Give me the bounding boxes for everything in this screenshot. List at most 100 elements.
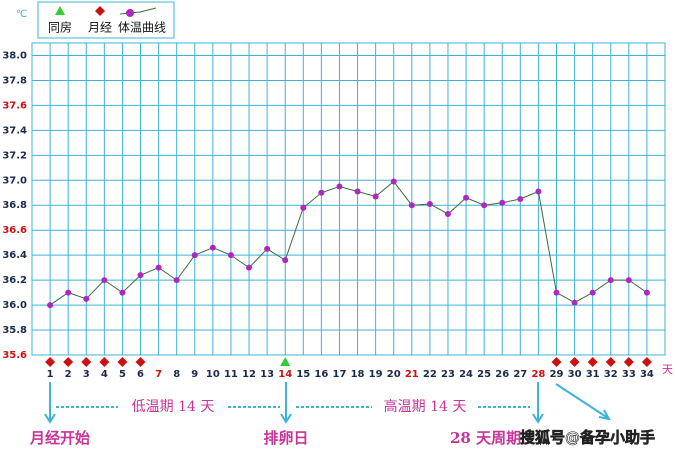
data-point <box>372 193 379 200</box>
ovulation-label: 排卵日 <box>263 429 308 447</box>
x-tick-label: 25 <box>477 369 491 380</box>
x-tick-label: 12 <box>242 369 256 380</box>
data-point <box>571 299 578 306</box>
event-marker <box>551 357 562 367</box>
x-tick-label: 14 <box>278 369 292 380</box>
y-tick-label: 36.0 <box>2 300 27 311</box>
y-tick-label: 36.2 <box>2 275 27 286</box>
data-point <box>553 289 560 296</box>
data-point <box>101 277 108 284</box>
x-tick-label: 30 <box>568 369 582 380</box>
data-point <box>535 188 542 195</box>
x-tick-label: 10 <box>206 369 220 380</box>
event-marker <box>63 357 74 367</box>
event-marker <box>587 357 598 367</box>
data-point <box>607 277 614 284</box>
y-tick-label: 37.8 <box>2 75 27 86</box>
x-tick-label: 6 <box>137 369 144 380</box>
data-point <box>47 302 54 309</box>
data-point <box>318 189 325 196</box>
event-marker <box>99 357 110 367</box>
y-tick-label: 35.6 <box>2 350 27 361</box>
x-tick-label: 22 <box>423 369 437 380</box>
data-point <box>191 252 198 259</box>
event-marker <box>117 357 128 367</box>
event-marker <box>135 357 146 367</box>
data-point <box>119 289 126 296</box>
data-point <box>282 257 289 264</box>
data-point <box>65 289 72 296</box>
x-tick-label: 8 <box>173 369 180 380</box>
x-tick-label: 5 <box>119 369 126 380</box>
x-tick-label: 4 <box>101 369 108 380</box>
data-point <box>209 244 216 251</box>
x-tick-label: 29 <box>550 369 564 380</box>
x-tick-label: 27 <box>513 369 527 380</box>
x-tick-label: 20 <box>387 369 401 380</box>
x-tick-label: 1 <box>47 369 54 380</box>
legend-symbol <box>126 9 134 17</box>
y-unit: ℃ <box>16 9 27 20</box>
data-point <box>227 252 234 259</box>
data-point <box>625 277 632 284</box>
x-tick-label: 21 <box>405 369 419 380</box>
event-marker <box>605 357 616 367</box>
cycle-label: 28 天周期 <box>450 429 521 447</box>
data-point <box>408 202 415 209</box>
data-point <box>354 188 361 195</box>
legend-label: 体温曲线 <box>118 21 166 35</box>
plot-area <box>31 42 666 356</box>
data-point <box>264 245 271 252</box>
data-point <box>499 199 506 206</box>
x-tick-label: 13 <box>260 369 274 380</box>
x-tick-label: 31 <box>586 369 600 380</box>
x-tick-label: 15 <box>296 369 310 380</box>
x-tick-label: 11 <box>224 369 238 380</box>
x-tick-label: 19 <box>369 369 383 380</box>
y-tick-label: 37.6 <box>2 100 27 111</box>
x-tick-label: 18 <box>351 369 365 380</box>
high-phase-label: 高温期 14 天 <box>384 398 467 415</box>
x-tick-label: 32 <box>604 369 618 380</box>
x-tick-label: 33 <box>622 369 636 380</box>
data-point <box>336 183 343 190</box>
x-tick-label: 23 <box>441 369 455 380</box>
legend-symbol <box>55 6 65 15</box>
legend-label: 同房 <box>48 20 72 35</box>
low-phase-label: 低温期 14 天 <box>132 399 215 415</box>
period-start-label: 月经开始 <box>29 429 90 447</box>
y-tick-label: 35.8 <box>2 325 27 336</box>
data-point <box>517 196 524 202</box>
temperature-line <box>49 180 648 306</box>
watermark: 搜狐号@备孕小助手 <box>520 429 655 447</box>
legend-symbol <box>95 6 105 16</box>
data-point <box>390 178 397 185</box>
x-tick-label: 17 <box>332 369 346 380</box>
annotation-arrows <box>44 382 611 424</box>
x-tick-label: 9 <box>191 369 198 380</box>
y-tick-label: 38.0 <box>2 50 27 61</box>
legend-label: 月经 <box>88 21 112 35</box>
event-marker <box>569 357 580 367</box>
data-point <box>589 289 596 296</box>
x-tick-label: 24 <box>459 369 473 380</box>
data-point <box>155 264 162 271</box>
x-tick-label: 28 <box>531 369 545 380</box>
y-tick-label: 36.8 <box>2 200 27 211</box>
x-tick-label: 26 <box>495 369 509 380</box>
y-tick-label: 37.4 <box>2 125 27 136</box>
event-marker <box>641 357 652 367</box>
data-point <box>173 277 180 284</box>
event-marker <box>45 357 56 367</box>
data-point <box>137 272 144 279</box>
x-tick-label: 7 <box>155 369 162 380</box>
x-unit: 天 <box>662 363 673 376</box>
data-point <box>643 289 650 296</box>
data-point <box>246 264 253 271</box>
event-marker <box>81 357 92 367</box>
x-tick-label: 2 <box>65 369 72 380</box>
data-point <box>481 202 488 209</box>
event-marker <box>280 357 291 366</box>
data-point <box>444 210 451 217</box>
x-tick-label: 3 <box>83 369 90 380</box>
